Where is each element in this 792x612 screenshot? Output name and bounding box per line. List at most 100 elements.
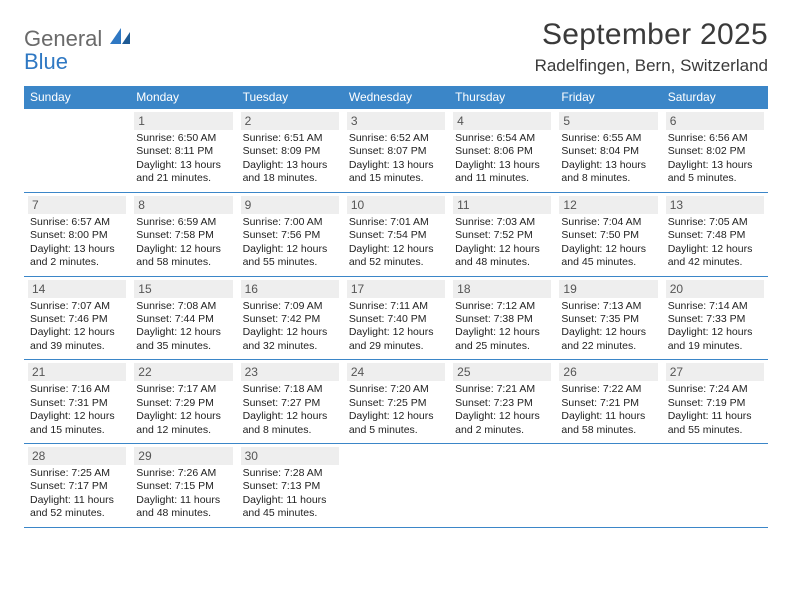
sunrise-text: Sunrise: 7:26 AM (134, 467, 232, 480)
weekday-mon: Monday (130, 86, 236, 109)
sunset-text: Sunset: 7:54 PM (347, 229, 445, 242)
day2-text: and 45 minutes. (241, 507, 339, 520)
day-cell: 26Sunrise: 7:22 AMSunset: 7:21 PMDayligh… (555, 360, 661, 443)
day1-text: Daylight: 11 hours (241, 494, 339, 507)
week-row: .1Sunrise: 6:50 AMSunset: 8:11 PMDayligh… (24, 109, 768, 193)
sunrise-text: Sunrise: 7:28 AM (241, 467, 339, 480)
day-cell: 22Sunrise: 7:17 AMSunset: 7:29 PMDayligh… (130, 360, 236, 443)
day2-text: and 35 minutes. (134, 340, 232, 353)
sunset-text: Sunset: 8:06 PM (453, 145, 551, 158)
day-number: 2 (241, 112, 339, 130)
logo-text: General Blue (24, 24, 132, 73)
day1-text: Daylight: 12 hours (241, 243, 339, 256)
day-cell: 29Sunrise: 7:26 AMSunset: 7:15 PMDayligh… (130, 444, 236, 527)
day2-text: and 15 minutes. (28, 424, 126, 437)
sunrise-text: Sunrise: 7:03 AM (453, 216, 551, 229)
day1-text: Daylight: 13 hours (666, 159, 764, 172)
day1-text: Daylight: 12 hours (347, 243, 445, 256)
sunrise-text: Sunrise: 7:24 AM (666, 383, 764, 396)
location: Radelfingen, Bern, Switzerland (535, 56, 768, 76)
sunrise-text: Sunrise: 7:05 AM (666, 216, 764, 229)
day1-text: Daylight: 11 hours (28, 494, 126, 507)
day-number: 18 (453, 280, 551, 298)
sunset-text: Sunset: 7:27 PM (241, 397, 339, 410)
day2-text: and 52 minutes. (347, 256, 445, 269)
weekday-thu: Thursday (449, 86, 555, 109)
sunset-text: Sunset: 7:19 PM (666, 397, 764, 410)
header: General Blue September 2025 Radelfingen,… (24, 18, 768, 76)
sunset-text: Sunset: 7:35 PM (559, 313, 657, 326)
day1-text: Daylight: 13 hours (453, 159, 551, 172)
sunset-text: Sunset: 7:44 PM (134, 313, 232, 326)
sunset-text: Sunset: 7:21 PM (559, 397, 657, 410)
sunrise-text: Sunrise: 6:50 AM (134, 132, 232, 145)
sunset-text: Sunset: 7:50 PM (559, 229, 657, 242)
logo-word1: General (24, 26, 102, 51)
sunrise-text: Sunrise: 7:14 AM (666, 300, 764, 313)
sunset-text: Sunset: 7:56 PM (241, 229, 339, 242)
sunset-text: Sunset: 8:04 PM (559, 145, 657, 158)
day1-text: Daylight: 12 hours (453, 243, 551, 256)
day-cell: 23Sunrise: 7:18 AMSunset: 7:27 PMDayligh… (237, 360, 343, 443)
day1-text: Daylight: 12 hours (453, 410, 551, 423)
day1-text: Daylight: 12 hours (347, 410, 445, 423)
day-number: 1 (134, 112, 232, 130)
sunrise-text: Sunrise: 7:09 AM (241, 300, 339, 313)
sunrise-text: Sunrise: 7:20 AM (347, 383, 445, 396)
day1-text: Daylight: 11 hours (134, 494, 232, 507)
day1-text: Daylight: 11 hours (666, 410, 764, 423)
day2-text: and 48 minutes. (453, 256, 551, 269)
sunset-text: Sunset: 7:58 PM (134, 229, 232, 242)
week-row: 21Sunrise: 7:16 AMSunset: 7:31 PMDayligh… (24, 360, 768, 444)
day-cell: 25Sunrise: 7:21 AMSunset: 7:23 PMDayligh… (449, 360, 555, 443)
day-cell: 10Sunrise: 7:01 AMSunset: 7:54 PMDayligh… (343, 193, 449, 276)
day2-text: and 52 minutes. (28, 507, 126, 520)
weekday-sat: Saturday (662, 86, 768, 109)
sunrise-text: Sunrise: 6:51 AM (241, 132, 339, 145)
day1-text: Daylight: 12 hours (241, 326, 339, 339)
day-cell: 12Sunrise: 7:04 AMSunset: 7:50 PMDayligh… (555, 193, 661, 276)
day-number: 8 (134, 196, 232, 214)
day1-text: Daylight: 13 hours (559, 159, 657, 172)
sunset-text: Sunset: 8:09 PM (241, 145, 339, 158)
sunset-text: Sunset: 7:13 PM (241, 480, 339, 493)
sunset-text: Sunset: 8:00 PM (28, 229, 126, 242)
day-cell: . (662, 444, 768, 527)
sunrise-text: Sunrise: 7:07 AM (28, 300, 126, 313)
day-number: 11 (453, 196, 551, 214)
day1-text: Daylight: 12 hours (134, 243, 232, 256)
day-cell: 28Sunrise: 7:25 AMSunset: 7:17 PMDayligh… (24, 444, 130, 527)
sunset-text: Sunset: 7:31 PM (28, 397, 126, 410)
day-number: 3 (347, 112, 445, 130)
sunset-text: Sunset: 8:02 PM (666, 145, 764, 158)
day-cell: 17Sunrise: 7:11 AMSunset: 7:40 PMDayligh… (343, 277, 449, 360)
sunrise-text: Sunrise: 6:55 AM (559, 132, 657, 145)
day2-text: and 21 minutes. (134, 172, 232, 185)
day-number: 9 (241, 196, 339, 214)
day-number: 21 (28, 363, 126, 381)
day-cell: 2Sunrise: 6:51 AMSunset: 8:09 PMDaylight… (237, 109, 343, 192)
sunset-text: Sunset: 7:25 PM (347, 397, 445, 410)
day1-text: Daylight: 13 hours (134, 159, 232, 172)
day1-text: Daylight: 11 hours (559, 410, 657, 423)
sunset-text: Sunset: 8:11 PM (134, 145, 232, 158)
day2-text: and 55 minutes. (666, 424, 764, 437)
day2-text: and 11 minutes. (453, 172, 551, 185)
title-block: September 2025 Radelfingen, Bern, Switze… (535, 18, 768, 76)
day-number: 19 (559, 280, 657, 298)
day-cell: 3Sunrise: 6:52 AMSunset: 8:07 PMDaylight… (343, 109, 449, 192)
day2-text: and 29 minutes. (347, 340, 445, 353)
day1-text: Daylight: 12 hours (28, 326, 126, 339)
sunset-text: Sunset: 7:40 PM (347, 313, 445, 326)
sunset-text: Sunset: 7:48 PM (666, 229, 764, 242)
weekday-tue: Tuesday (237, 86, 343, 109)
day-cell: 21Sunrise: 7:16 AMSunset: 7:31 PMDayligh… (24, 360, 130, 443)
day2-text: and 8 minutes. (559, 172, 657, 185)
sunrise-text: Sunrise: 7:22 AM (559, 383, 657, 396)
day-cell: 14Sunrise: 7:07 AMSunset: 7:46 PMDayligh… (24, 277, 130, 360)
day-cell: 27Sunrise: 7:24 AMSunset: 7:19 PMDayligh… (662, 360, 768, 443)
day2-text: and 39 minutes. (28, 340, 126, 353)
day-cell: 1 Sunrise: 6:50 AMSunset: 8:11 PMDaylight… (130, 109, 236, 192)
sunrise-text: Sunrise: 7:25 AM (28, 467, 126, 480)
day2-text: and 48 minutes. (134, 507, 232, 520)
